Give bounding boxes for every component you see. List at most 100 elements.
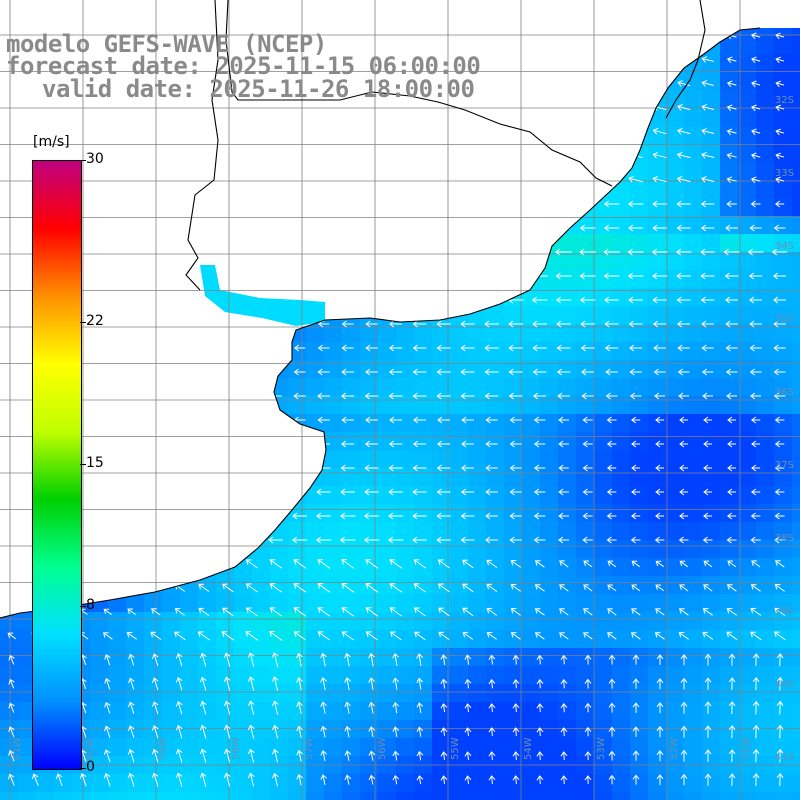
speed-cell <box>702 288 721 307</box>
speed-cell <box>378 216 397 235</box>
speed-cell <box>108 198 127 217</box>
speed-cell <box>522 144 541 163</box>
wind-arrow <box>774 631 786 641</box>
wind-arrow <box>29 152 43 159</box>
speed-cell <box>504 324 523 343</box>
speed-cell <box>414 558 433 577</box>
speed-cell <box>342 756 361 775</box>
speed-cell <box>720 90 739 109</box>
wind-arrow <box>704 677 712 690</box>
wind-arrow <box>749 368 762 376</box>
speed-cell <box>90 612 109 631</box>
speed-cell <box>774 90 793 109</box>
speed-cell <box>216 594 235 613</box>
speed-cell <box>432 756 451 775</box>
wind-arrow <box>223 748 231 763</box>
wind-arrow <box>532 344 547 352</box>
speed-cell <box>414 252 433 271</box>
wind-arrow <box>605 32 618 39</box>
wind-arrow <box>486 559 498 569</box>
wind-arrow <box>101 176 114 183</box>
speed-cell <box>450 396 469 415</box>
wind-arrow <box>459 272 476 280</box>
speed-cell <box>450 342 469 361</box>
speed-cell <box>630 684 649 703</box>
speed-cell <box>0 504 19 523</box>
speed-cell <box>774 486 793 505</box>
wind-arrow <box>341 583 355 593</box>
wind-arrow <box>320 701 327 714</box>
speed-cell <box>540 774 559 793</box>
wind-arrow <box>365 320 378 328</box>
speed-cell <box>720 414 739 433</box>
speed-cell <box>540 360 559 379</box>
wind-arrow <box>460 368 475 376</box>
speed-cell <box>342 720 361 739</box>
speed-cell <box>72 774 91 793</box>
speed-cell <box>252 594 271 613</box>
wind-arrow <box>701 104 714 111</box>
speed-cell <box>360 486 379 505</box>
wind-arrow <box>509 488 522 496</box>
wind-arrow <box>608 750 616 761</box>
wind-arrow <box>774 607 786 617</box>
speed-cell <box>252 396 271 415</box>
speed-cell <box>216 450 235 469</box>
wind-arrow <box>174 320 185 328</box>
speed-cell <box>180 342 199 361</box>
wind-arrow <box>103 560 113 568</box>
speed-cell <box>270 270 289 289</box>
speed-cell <box>270 774 289 793</box>
speed-cell <box>540 288 559 307</box>
speed-cell <box>468 432 487 451</box>
speed-cell <box>720 594 739 613</box>
speed-cell <box>792 0 800 19</box>
speed-cell <box>144 720 163 739</box>
speed-cell <box>630 468 649 487</box>
speed-cell <box>414 738 433 757</box>
speed-cell <box>396 414 415 433</box>
speed-cell <box>558 162 577 181</box>
speed-cell <box>234 522 253 541</box>
speed-cell <box>558 522 577 541</box>
wind-arrow <box>222 320 233 328</box>
wind-arrow <box>413 607 426 617</box>
speed-cell <box>180 0 199 19</box>
speed-cell <box>684 558 703 577</box>
speed-cell <box>288 432 307 451</box>
wind-arrow <box>679 584 689 592</box>
wind-arrow <box>197 464 210 472</box>
wind-arrow <box>222 176 234 183</box>
speed-cell <box>90 234 109 253</box>
speed-cell <box>612 594 631 613</box>
wind-arrow <box>174 608 185 616</box>
wind-arrow <box>198 368 209 376</box>
speed-cell <box>630 792 649 800</box>
speed-cell <box>792 54 800 73</box>
wind-arrow <box>509 464 522 472</box>
speed-cell <box>234 702 253 721</box>
speed-cell <box>630 378 649 397</box>
wind-arrow <box>247 724 255 739</box>
wind-arrow <box>320 749 328 762</box>
speed-cell <box>216 486 235 505</box>
speed-cell <box>378 522 397 541</box>
speed-cell <box>576 28 595 37</box>
wind-arrow <box>197 631 210 641</box>
speed-cell <box>702 702 721 721</box>
speed-cell <box>630 432 649 451</box>
wind-arrow <box>723 248 740 256</box>
speed-cell <box>756 648 775 667</box>
wind-arrow <box>724 272 739 280</box>
wind-arrow <box>608 726 616 737</box>
speed-cell <box>288 522 307 541</box>
speed-cell <box>558 324 577 343</box>
speed-cell <box>126 540 145 559</box>
wind-arrow <box>127 608 137 616</box>
speed-cell <box>738 540 757 559</box>
wind-arrow <box>536 654 544 665</box>
wind-arrow <box>126 224 137 232</box>
wind-arrow <box>126 416 137 424</box>
speed-cell <box>450 28 469 37</box>
speed-cell <box>630 612 649 631</box>
